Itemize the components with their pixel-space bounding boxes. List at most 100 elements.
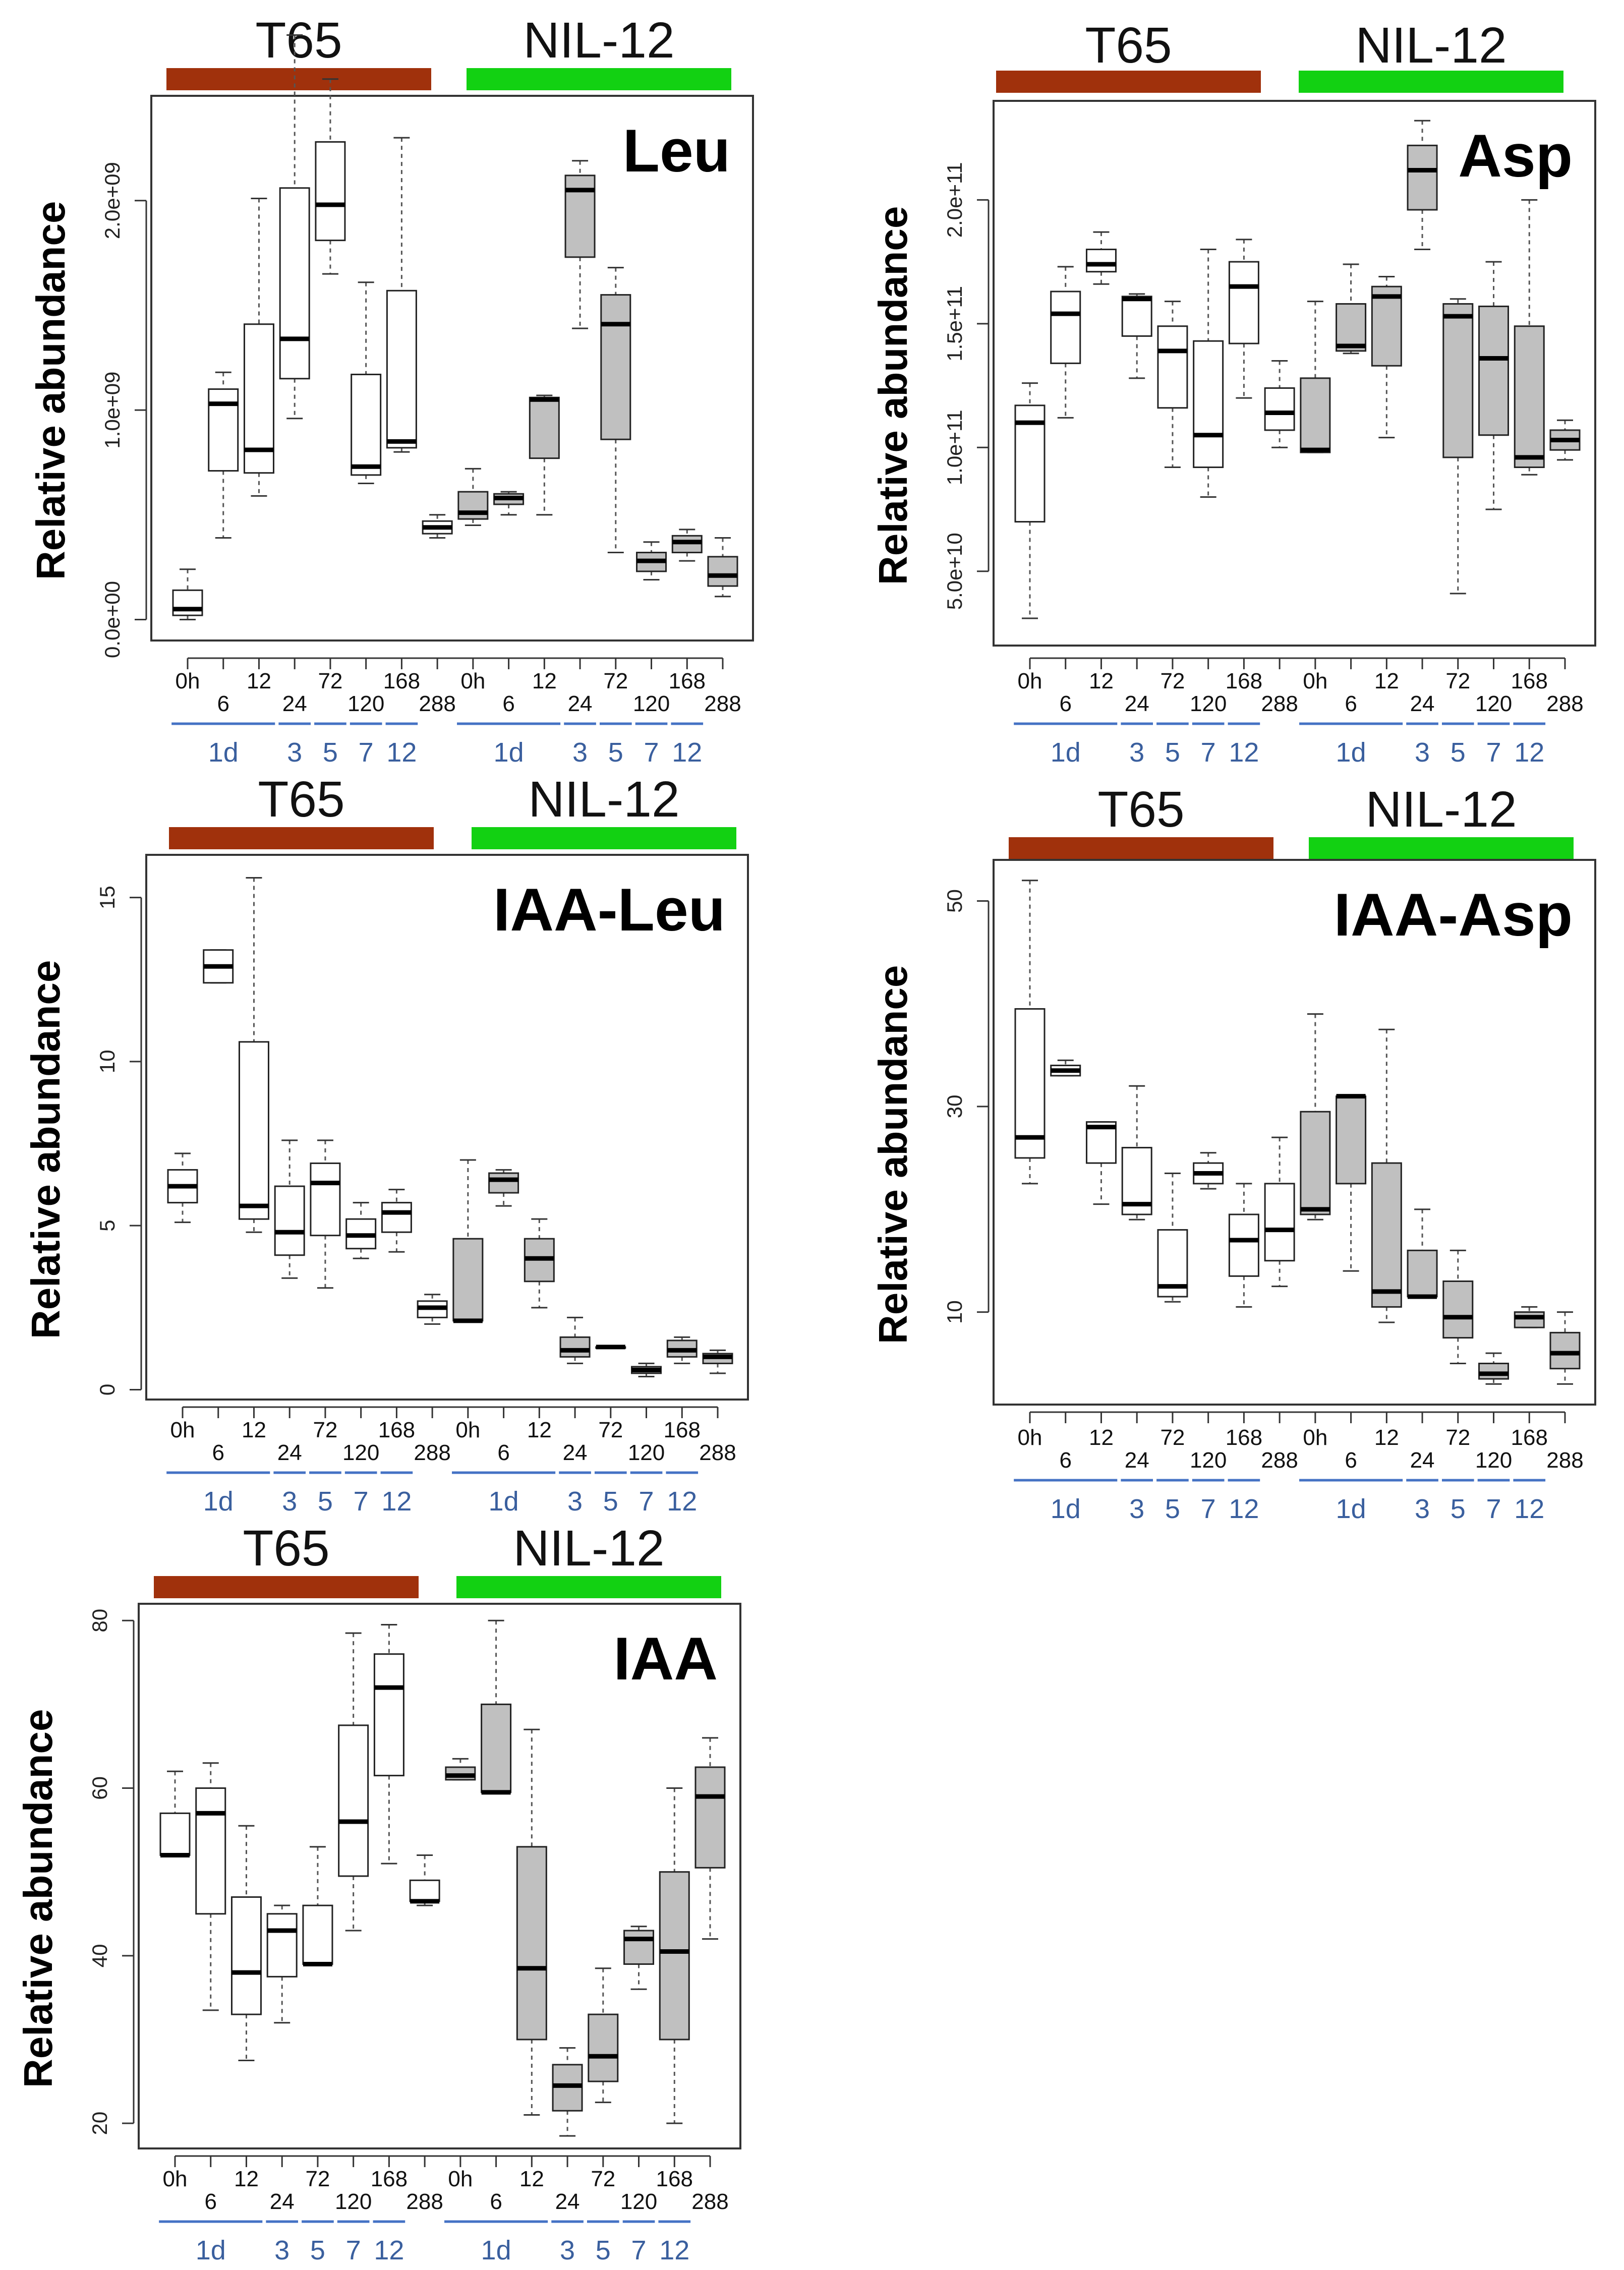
day-label: 5 [603, 1486, 618, 1517]
day-label: 3 [274, 2235, 289, 2265]
day-label: 3 [1129, 1494, 1144, 1524]
x-tick-label: 168 [371, 2167, 408, 2191]
box-t65-0h [167, 1152, 198, 1224]
day-label: 3 [282, 1486, 297, 1517]
x-tick-label: 120 [342, 1440, 379, 1465]
day-label: 3 [572, 737, 588, 768]
y-tick-label: 5.0e+10 [943, 533, 966, 610]
day-label: 12 [672, 737, 702, 768]
box-iqr [1228, 1213, 1259, 1277]
box-iqr [1407, 144, 1438, 211]
box-iqr [1514, 325, 1545, 469]
box-nil12-72 [595, 1345, 626, 1350]
day-label: 5 [318, 1486, 333, 1517]
y-tick-label: 10 [943, 1300, 966, 1324]
box-iqr [1121, 296, 1152, 337]
y-tick-label: 1.0e+09 [100, 372, 124, 449]
x-tick-label: 168 [383, 669, 420, 693]
day-label: 7 [631, 2235, 647, 2265]
day-label: 3 [1415, 737, 1430, 768]
x-tick-label: 6 [212, 1440, 224, 1465]
day-label: 1d [489, 1486, 519, 1517]
box-nil12-12 [1371, 276, 1402, 439]
x-tick-label: 120 [1475, 691, 1512, 716]
x-tick-label: 24 [270, 2189, 295, 2214]
x-tick-label: 12 [247, 669, 271, 693]
box-nil12-288 [1549, 419, 1581, 461]
box-t65-288 [417, 1294, 448, 1325]
box-t65-6 [195, 1762, 226, 2011]
x-tick-label: 288 [419, 691, 455, 716]
box-iqr [373, 1653, 404, 1777]
plot-frame [993, 859, 1596, 1406]
box-t65-120 [1193, 249, 1224, 498]
box-t65-24 [279, 34, 310, 420]
x-tick-label: 0h [1303, 1425, 1327, 1450]
box-t65-168 [1228, 239, 1259, 399]
group-label-nil12: NIL-12 [528, 771, 680, 828]
y-tick-label: 2.0e+11 [943, 162, 966, 238]
box-t65-6 [1050, 1059, 1081, 1077]
x-tick-label: 0h [1303, 669, 1327, 693]
y-tick-label: 0.0e+00 [100, 581, 124, 658]
box-iqr [488, 1172, 519, 1194]
x-tick-label: 0h [176, 669, 200, 693]
panel-title-leu: Leu [622, 117, 730, 185]
plot-frame [138, 1603, 741, 2149]
x-tick-label: 0h [455, 1418, 480, 1442]
x-tick-label: 72 [313, 1418, 337, 1442]
x-tick-label: 72 [1160, 669, 1185, 693]
day-label: 1d [203, 1486, 234, 1517]
box-nil12-6 [493, 491, 525, 516]
box-t65-120 [351, 281, 382, 484]
box-nil12-72 [588, 1967, 619, 2104]
box-iqr [302, 1904, 333, 1965]
box-t65-288 [1264, 360, 1295, 448]
box-t65-72 [302, 1846, 333, 1966]
box-nil12-168 [671, 529, 703, 562]
x-tick-label: 120 [633, 691, 670, 716]
x-tick-label: 72 [1160, 1425, 1185, 1450]
day-label: 1d [196, 2235, 226, 2265]
day-label: 7 [644, 737, 659, 768]
box-iqr [1371, 1162, 1402, 1308]
box-iqr [1300, 1111, 1331, 1215]
x-tick-label: 168 [669, 669, 706, 693]
box-nil12-120 [1478, 1352, 1510, 1385]
box-iqr [1264, 387, 1295, 431]
x-tick-label: 72 [598, 1418, 623, 1442]
y-tick-label: 0 [95, 1384, 119, 1395]
day-label: 7 [1201, 737, 1216, 768]
box-t65-6 [1050, 266, 1081, 419]
panel-title-iaa: IAA [613, 1625, 718, 1693]
x-tick-label: 120 [628, 1440, 665, 1465]
x-tick-label: 168 [1511, 1425, 1548, 1450]
box-nil12-72 [1442, 298, 1474, 595]
box-nil12-12 [524, 1218, 555, 1309]
panel-title-iaa-asp: IAA-Asp [1333, 881, 1573, 949]
panel-title-asp: Asp [1458, 122, 1573, 190]
box-iqr [238, 1041, 269, 1220]
day-label: 12 [1514, 737, 1544, 768]
box-t65-12 [243, 198, 274, 497]
box-nil12-0h [445, 1758, 476, 1781]
day-label: 5 [1165, 737, 1180, 768]
x-tick-label: 288 [1546, 691, 1583, 716]
x-tick-label: 120 [347, 691, 384, 716]
x-tick-label: 168 [1511, 669, 1548, 693]
x-tick-label: 12 [234, 2167, 259, 2191]
x-tick-label: 72 [591, 2167, 615, 2191]
y-tick-label: 10 [95, 1050, 119, 1074]
x-tick-label: 288 [691, 2189, 728, 2214]
day-label: 3 [560, 2235, 575, 2265]
box-nil12-0h [457, 468, 489, 527]
x-tick-label: 6 [497, 1440, 509, 1465]
x-tick-label: 288 [406, 2189, 443, 2214]
box-t65-120 [338, 1632, 369, 1932]
x-tick-label: 6 [1345, 1448, 1357, 1473]
box-iqr [315, 141, 346, 242]
day-label: 1d [208, 737, 239, 768]
day-label: 1d [1336, 737, 1366, 768]
